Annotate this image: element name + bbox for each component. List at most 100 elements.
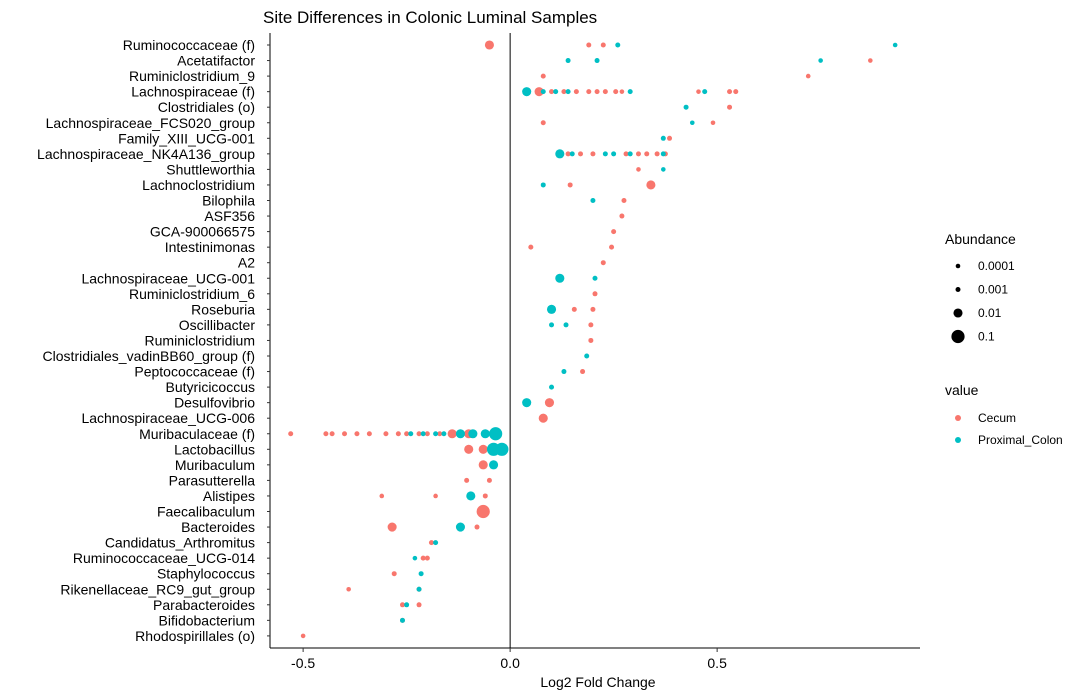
data-point bbox=[464, 477, 470, 483]
data-point bbox=[540, 73, 546, 79]
y-tick-label: Staphylococcus bbox=[157, 566, 255, 582]
x-tick-label: 0.0 bbox=[500, 655, 520, 671]
y-tick-label: A2 bbox=[238, 255, 255, 271]
y-tick-label: Bacteroides bbox=[181, 519, 255, 535]
y-tick-label: ASF356 bbox=[204, 208, 255, 224]
data-point bbox=[418, 571, 424, 577]
x-tick-label: 0.5 bbox=[707, 655, 727, 671]
data-point bbox=[441, 431, 447, 437]
y-tick-label: Muribaculaceae (f) bbox=[139, 426, 255, 442]
data-point bbox=[387, 522, 397, 532]
data-point bbox=[538, 413, 548, 423]
data-point bbox=[555, 273, 565, 283]
data-point bbox=[555, 149, 565, 159]
y-tick-label: Lachnospiraceae_FCS020_group bbox=[46, 115, 256, 131]
y-tick-label: Shuttleworthia bbox=[166, 161, 255, 177]
data-point bbox=[300, 633, 306, 639]
data-point bbox=[592, 291, 598, 297]
data-point bbox=[391, 571, 397, 577]
y-tick-label: Desulfovibrio bbox=[174, 395, 255, 411]
data-point bbox=[561, 369, 567, 375]
y-tick-label: Alistipes bbox=[203, 488, 255, 504]
data-point bbox=[621, 198, 627, 203]
y-tick-label: Intestinimonas bbox=[165, 239, 255, 255]
data-point bbox=[567, 182, 573, 188]
data-point bbox=[619, 213, 625, 219]
data-point bbox=[561, 89, 567, 95]
data-point bbox=[416, 602, 422, 608]
legend-size-label: 0.0001 bbox=[978, 259, 1015, 273]
legend-size-key bbox=[951, 329, 965, 344]
data-point bbox=[549, 384, 555, 390]
data-point bbox=[689, 120, 695, 126]
data-point bbox=[683, 104, 689, 110]
data-point bbox=[464, 444, 474, 454]
data-point bbox=[323, 431, 329, 437]
data-point bbox=[447, 429, 457, 439]
legend: Abundance value 0.0001 0.001 0.01 0.1 Cecum P… bbox=[945, 231, 1063, 447]
data-point bbox=[565, 58, 571, 64]
data-point bbox=[635, 151, 641, 157]
data-point bbox=[437, 431, 443, 437]
legend-size-key bbox=[953, 308, 963, 318]
data-point bbox=[660, 151, 666, 157]
data-point bbox=[733, 89, 739, 95]
data-point bbox=[329, 431, 335, 437]
data-point bbox=[489, 427, 503, 441]
y-tick-label: Clostridiales (o) bbox=[158, 99, 255, 115]
y-tick-label: Lactobacillus bbox=[174, 441, 255, 457]
data-point bbox=[468, 429, 478, 439]
legend-size-label: 0.01 bbox=[978, 306, 1002, 320]
legend-color-key bbox=[955, 415, 961, 421]
data-point bbox=[563, 322, 569, 328]
data-point bbox=[379, 493, 385, 499]
data-point bbox=[627, 151, 633, 157]
data-point bbox=[702, 89, 708, 95]
data-point bbox=[399, 602, 405, 608]
legend-color-label: Proximal_Colon bbox=[978, 433, 1063, 447]
data-point bbox=[478, 444, 488, 454]
data-point bbox=[404, 431, 410, 437]
data-point bbox=[546, 304, 557, 314]
data-point bbox=[600, 260, 606, 266]
data-point bbox=[424, 555, 430, 561]
y-tick-label: Rhodospirillales (o) bbox=[135, 628, 255, 644]
y-tick-label: Bilophila bbox=[202, 193, 255, 209]
y-tick-label: Lachnospiraceae (f) bbox=[131, 84, 255, 100]
data-point bbox=[534, 87, 544, 97]
data-point bbox=[399, 617, 405, 623]
data-point bbox=[586, 89, 592, 95]
data-point bbox=[288, 431, 294, 437]
data-point bbox=[584, 353, 590, 359]
data-point bbox=[474, 524, 480, 530]
chart-title: Site Differences in Colonic Luminal Samp… bbox=[263, 8, 597, 27]
data-point bbox=[346, 586, 351, 592]
data-point bbox=[590, 151, 596, 157]
data-point bbox=[644, 151, 650, 157]
data-point bbox=[654, 151, 660, 157]
data-point bbox=[433, 493, 438, 499]
data-point bbox=[594, 89, 600, 95]
data-point bbox=[412, 555, 418, 561]
data-point bbox=[428, 540, 434, 546]
y-tick-label: Candidatus_Arthromitus bbox=[105, 535, 255, 551]
data-point bbox=[540, 120, 546, 126]
legend-color-key bbox=[955, 437, 961, 443]
data-point bbox=[600, 42, 606, 48]
legend-size-key bbox=[955, 263, 961, 269]
y-tick-label: Ruminococcaceae_UCG-014 bbox=[73, 550, 255, 566]
data-point bbox=[611, 229, 617, 235]
y-tick-label: Oscillibacter bbox=[179, 317, 256, 333]
data-point bbox=[342, 431, 348, 437]
data-point bbox=[549, 89, 555, 95]
y-tick-label: Clostridiales_vadinBB60_group (f) bbox=[43, 348, 255, 364]
y-tick-label: Ruminiclostridium_6 bbox=[129, 286, 255, 302]
data-point bbox=[588, 322, 594, 328]
data-point bbox=[636, 167, 641, 172]
y-tick-label: Roseburia bbox=[191, 301, 255, 317]
data-point bbox=[623, 151, 629, 157]
data-point bbox=[661, 167, 666, 172]
data-point bbox=[578, 151, 584, 157]
data-point bbox=[495, 442, 509, 456]
y-tick-label: Ruminiclostridium bbox=[145, 332, 255, 348]
